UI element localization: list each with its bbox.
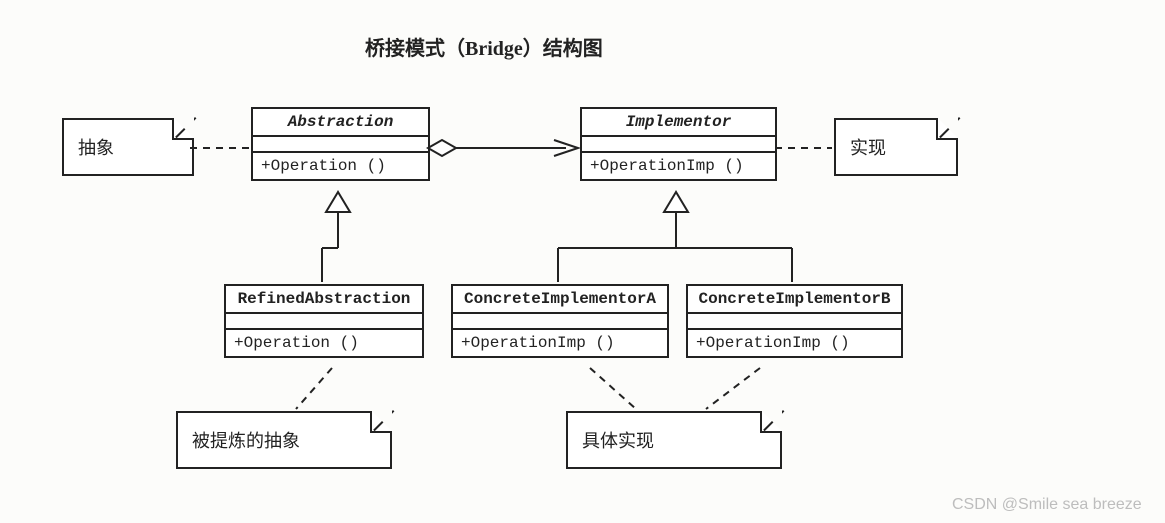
class-concrete-implementor-a: ConcreteImplementorA +OperationImp () bbox=[451, 284, 669, 358]
class-abstraction: Abstraction +Operation () bbox=[251, 107, 430, 181]
aggregation-diamond-icon bbox=[428, 140, 456, 156]
note-abstract-text: 抽象 bbox=[78, 138, 114, 158]
class-refined-abstraction-name: RefinedAbstraction bbox=[226, 286, 422, 314]
class-concrete-implementor-b: ConcreteImplementorB +OperationImp () bbox=[686, 284, 903, 358]
note-link-refined bbox=[296, 368, 332, 409]
note-refined-text: 被提炼的抽象 bbox=[192, 431, 300, 451]
note-refined: 被提炼的抽象 bbox=[176, 411, 392, 469]
note-impl-text: 实现 bbox=[850, 138, 886, 158]
note-fold-icon bbox=[172, 118, 194, 140]
note-abstract: 抽象 bbox=[62, 118, 194, 176]
class-abstraction-attrs bbox=[253, 137, 428, 153]
class-concrete-implementor-b-attrs bbox=[688, 314, 901, 330]
note-fold-icon bbox=[370, 411, 392, 433]
class-refined-abstraction-attrs bbox=[226, 314, 422, 330]
class-implementor-attrs bbox=[582, 137, 775, 153]
class-implementor-name: Implementor bbox=[582, 109, 775, 137]
class-concrete-implementor-a-name: ConcreteImplementorA bbox=[453, 286, 667, 314]
note-fold-icon bbox=[760, 411, 782, 433]
note-impl: 实现 bbox=[834, 118, 958, 176]
generalization-triangle-icon bbox=[326, 192, 350, 212]
class-abstraction-ops: +Operation () bbox=[253, 153, 428, 179]
watermark-text: CSDN @Smile sea breeze bbox=[952, 496, 1142, 514]
class-refined-abstraction: RefinedAbstraction +Operation () bbox=[224, 284, 424, 358]
aggregation-arrowhead-icon bbox=[554, 140, 578, 156]
class-concrete-implementor-b-ops: +OperationImp () bbox=[688, 330, 901, 356]
class-implementor: Implementor +OperationImp () bbox=[580, 107, 777, 181]
class-refined-abstraction-ops: +Operation () bbox=[226, 330, 422, 356]
class-concrete-implementor-a-ops: +OperationImp () bbox=[453, 330, 667, 356]
note-concrete: 具体实现 bbox=[566, 411, 782, 469]
class-concrete-implementor-b-name: ConcreteImplementorB bbox=[688, 286, 901, 314]
note-concrete-text: 具体实现 bbox=[582, 431, 654, 451]
class-implementor-ops: +OperationImp () bbox=[582, 153, 775, 179]
generalization-triangle-icon bbox=[664, 192, 688, 212]
diagram-title: 桥接模式（Bridge）结构图 bbox=[365, 32, 603, 61]
note-link-concrete-a bbox=[590, 368, 636, 409]
note-link-concrete-b bbox=[706, 368, 760, 409]
class-concrete-implementor-a-attrs bbox=[453, 314, 667, 330]
note-fold-icon bbox=[936, 118, 958, 140]
class-abstraction-name: Abstraction bbox=[253, 109, 428, 137]
